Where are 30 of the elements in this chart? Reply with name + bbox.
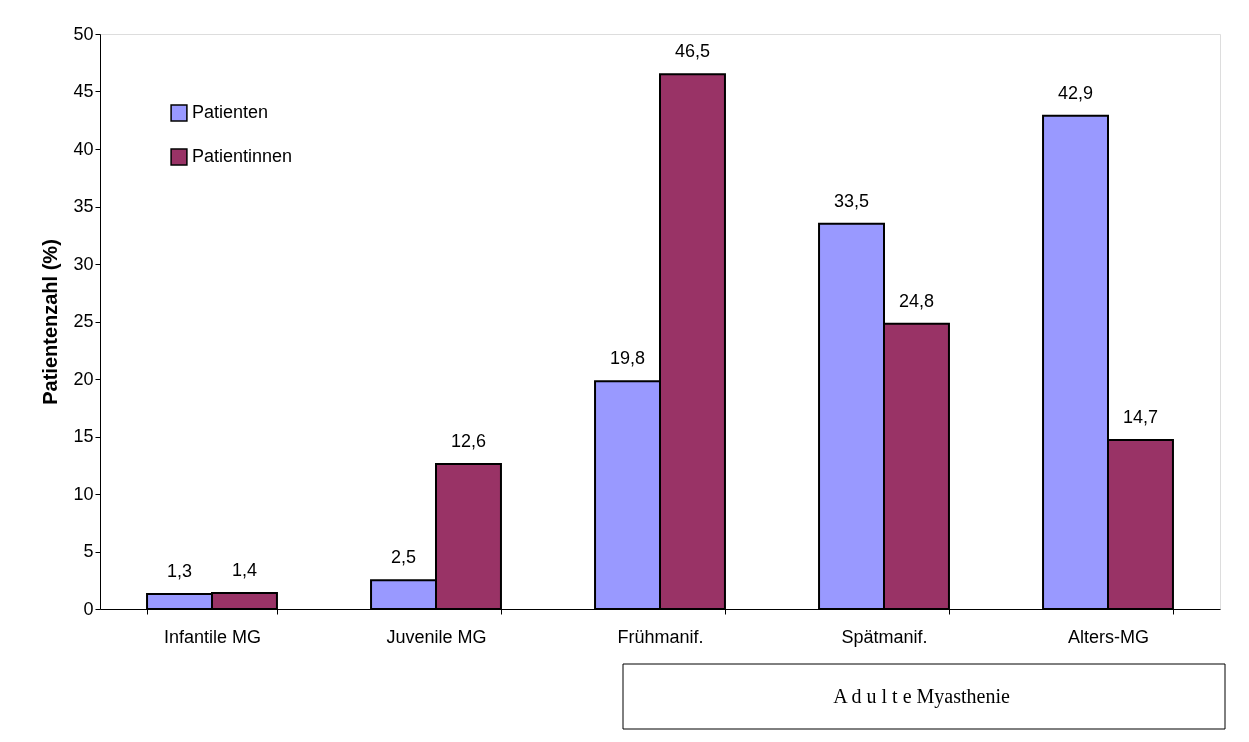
y-tick-label: 50 [73, 23, 94, 44]
y-tick-label: 35 [73, 196, 94, 216]
data-label: 24,8 [898, 290, 934, 311]
legend-label: Patienten [192, 102, 269, 122]
data-label: 42,9 [1058, 82, 1094, 103]
data-label: 1,4 [231, 559, 257, 580]
y-tick-label: 45 [73, 81, 94, 101]
data-label: 12,6 [450, 431, 486, 452]
y-tick-label: 10 [73, 483, 94, 504]
y-tick-label: 20 [73, 368, 94, 389]
x-tick-label: Frühmanif. [617, 626, 704, 647]
y-tick-label: 40 [73, 138, 94, 159]
y-tick-label: 30 [73, 253, 94, 274]
x-tick-label: Infantile MG [163, 626, 262, 647]
x-tick-label: Juvenile MG [386, 626, 487, 647]
data-label: 33,5 [834, 190, 870, 211]
data-label: 1,3 [167, 561, 193, 582]
y-tick-label: 5 [83, 541, 94, 561]
y-tick-label: 0 [83, 598, 94, 619]
x-tick-label: Spätmanif. [841, 626, 928, 647]
text: A d u l t e Myasthenie [833, 685, 1010, 708]
legend-label: Patientinnen [192, 146, 293, 166]
y-tick-label: 15 [73, 426, 94, 446]
data-label: 46,5 [674, 41, 710, 62]
x-tick-label: Alters-MG [1068, 626, 1149, 647]
data-label: 19,8 [610, 348, 646, 369]
data-label: 2,5 [391, 547, 417, 568]
y-axis-title: Patientenzahl (%) [39, 239, 62, 405]
y-tick-label: 25 [73, 311, 94, 331]
data-label: 14,7 [1122, 406, 1158, 427]
